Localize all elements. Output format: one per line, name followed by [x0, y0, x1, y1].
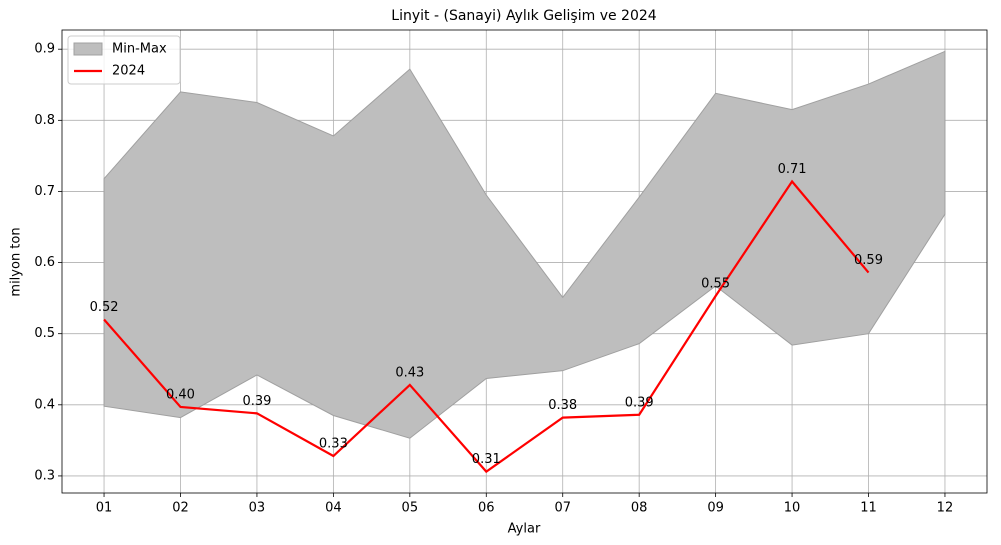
x-tick-label: 11 — [860, 501, 877, 516]
data-label: 0.40 — [166, 387, 195, 402]
x-tick-label: 06 — [478, 501, 495, 516]
legend-label: 2024 — [112, 64, 145, 79]
legend-label: Min-Max — [112, 42, 167, 57]
x-tick-label: 09 — [707, 501, 724, 516]
data-label: 0.59 — [854, 253, 883, 268]
x-tick-label: 08 — [631, 501, 648, 516]
data-label: 0.55 — [701, 276, 730, 291]
data-label: 0.33 — [319, 437, 348, 452]
x-tick-label: 05 — [402, 501, 419, 516]
line-2024 — [103, 179, 870, 474]
min-max-band — [103, 50, 946, 439]
x-tick-label: 04 — [325, 501, 342, 516]
data-label: 0.31 — [472, 452, 501, 467]
y-tick-label: 0.4 — [34, 397, 55, 412]
y-axis-label: milyon ton — [9, 227, 24, 296]
y-tick-label: 0.3 — [34, 468, 55, 483]
y-tick-label: 0.9 — [34, 42, 55, 57]
y-tick-label: 0.5 — [34, 326, 55, 341]
legend-swatch — [73, 42, 103, 56]
y-tick-label: 0.6 — [34, 255, 55, 270]
x-tick-label: 01 — [96, 501, 113, 516]
x-tick-label: 10 — [784, 501, 801, 516]
data-label: 0.52 — [90, 300, 119, 315]
x-tick-label: 07 — [554, 501, 571, 516]
y-tick-label: 0.7 — [34, 184, 55, 199]
y-tick-label: 0.8 — [34, 113, 55, 128]
data-label: 0.38 — [548, 398, 577, 413]
x-tick-label: 02 — [172, 501, 189, 516]
data-label: 0.39 — [242, 394, 271, 409]
data-label: 0.71 — [778, 162, 807, 177]
x-axis-label: Aylar — [508, 522, 541, 537]
chart-title: Linyit - (Sanayi) Aylık Gelişim ve 2024 — [391, 8, 656, 24]
x-tick-label: 12 — [937, 501, 954, 516]
x-tick-label: 03 — [249, 501, 266, 516]
data-label: 0.43 — [395, 365, 424, 380]
plot-frame — [61, 29, 988, 494]
data-label: 0.39 — [625, 395, 654, 410]
